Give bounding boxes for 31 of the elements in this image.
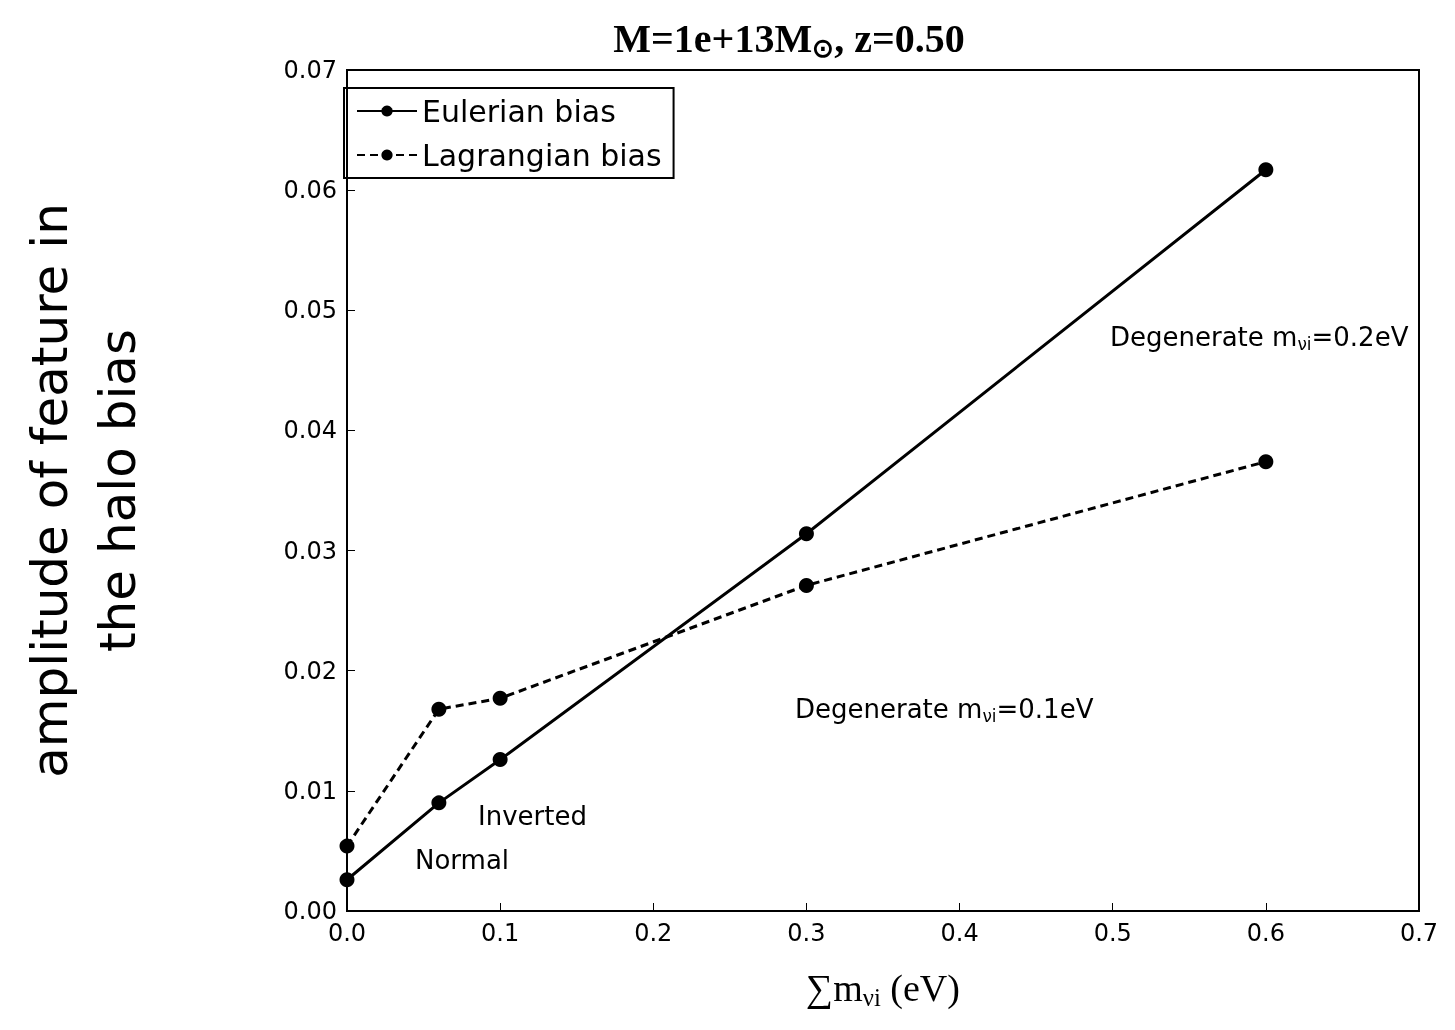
point — [798, 526, 814, 542]
y-axis-title: amplitude of feature in the halo bias — [21, 203, 147, 778]
legend-label: Lagrangian bias — [422, 137, 662, 173]
point — [431, 795, 447, 811]
point — [431, 701, 447, 717]
point — [492, 690, 508, 706]
point — [339, 872, 355, 888]
y-tick-label: 0.05 — [283, 296, 337, 325]
x-tick-label: 0.6 — [1246, 919, 1285, 947]
y-tick-label: 0.06 — [283, 176, 337, 205]
annotation: Inverted — [478, 801, 587, 831]
x-tick-label: 0.2 — [634, 919, 673, 947]
y-tick-label: 0.03 — [283, 536, 337, 565]
x-tick-label: 0.4 — [940, 919, 979, 947]
x-tick-label: 0.7 — [1399, 919, 1439, 947]
y-tick-label: 0.04 — [283, 416, 337, 445]
y-tick-label: 0.02 — [283, 656, 337, 685]
point — [339, 838, 355, 854]
x-tick-label: 0.0 — [327, 919, 367, 947]
point — [1258, 162, 1274, 178]
y-tick-label: 0.01 — [283, 776, 337, 805]
y-tick-label: 0.07 — [283, 56, 337, 84]
point — [798, 577, 814, 593]
point — [492, 752, 508, 768]
chart-title: M=1e+13M⊙, z=0.50 — [613, 15, 965, 63]
legend-label: Eulerian bias — [422, 93, 616, 129]
x-tick-label: 0.5 — [1093, 919, 1132, 947]
x-tick-label: 0.3 — [787, 919, 826, 947]
x-tick-label: 0.1 — [481, 919, 520, 947]
annotation: Normal — [415, 845, 510, 875]
point — [1258, 454, 1274, 470]
